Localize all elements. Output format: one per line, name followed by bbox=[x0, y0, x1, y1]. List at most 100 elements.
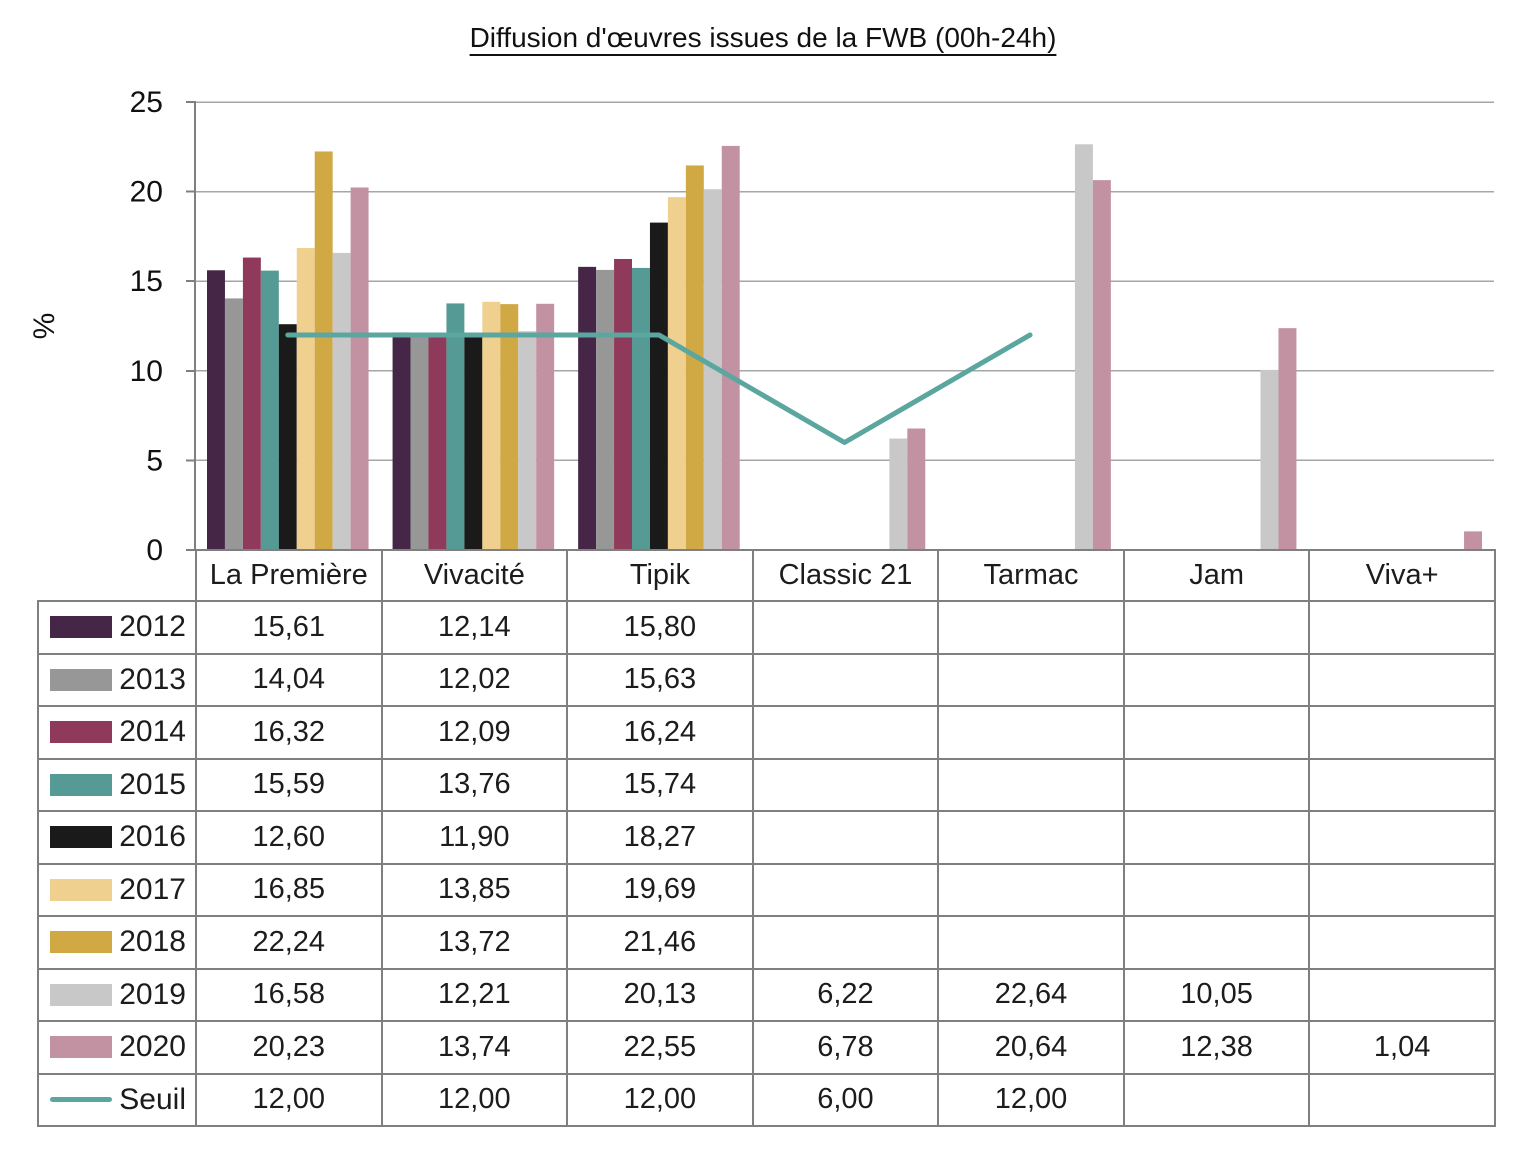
bar-2017-vivacit bbox=[482, 301, 501, 550]
value-cell-2016-tarmac bbox=[937, 810, 1125, 865]
legend-entry: 2014 bbox=[40, 715, 194, 749]
table-row-2013: 2013 14,04 12,02 15,63 bbox=[37, 652, 1496, 707]
value-cell-2015-tarmac bbox=[937, 757, 1125, 812]
value-cell-2013-tipik: 15,63 bbox=[566, 652, 754, 707]
table-row-2018: 2018 22,24 13,72 21,46 bbox=[37, 915, 1496, 970]
legend-cell-2016: 2016 bbox=[37, 810, 197, 865]
value-cell-2015-viva+ bbox=[1308, 757, 1496, 812]
legend-entry: 2013 bbox=[40, 663, 194, 697]
value-cell-2015-classic-21 bbox=[751, 757, 940, 812]
header-cell-classic-21: Classic 21 bbox=[751, 549, 940, 602]
legend-entry: 2015 bbox=[40, 768, 194, 802]
table-row-2016: 2016 12,60 11,90 18,27 bbox=[37, 810, 1496, 865]
value-cell-2014-viva+ bbox=[1308, 705, 1496, 760]
legend-cell-seuil: Seuil bbox=[37, 1072, 197, 1127]
chart-title: Diffusion d'œuvres issues de la FWB (00h… bbox=[469, 22, 1057, 53]
value-cell-2019-jam: 10,05 bbox=[1122, 967, 1311, 1022]
legend-color-swatch bbox=[50, 773, 112, 796]
value-cell-seuil-tarmac: 12,00 bbox=[937, 1072, 1125, 1127]
bar-2015-la-premi-re bbox=[260, 270, 279, 550]
value-cell-2020-tarmac: 20,64 bbox=[937, 1020, 1125, 1075]
bar-2020-tipik bbox=[721, 145, 740, 551]
value-cell-2017-classic-21 bbox=[751, 862, 940, 917]
legend-entry: 2017 bbox=[40, 873, 194, 907]
bar-2020-viva+ bbox=[1464, 531, 1482, 550]
value-cell-2012-classic-21 bbox=[751, 600, 940, 655]
table-row-2017: 2017 16,85 13,85 19,69 bbox=[37, 862, 1496, 917]
bar-2018-la-premi-re bbox=[314, 151, 333, 550]
bar-2020-jam bbox=[1278, 328, 1297, 550]
legend-cell-2018: 2018 bbox=[37, 915, 197, 970]
legend-color-swatch bbox=[50, 616, 112, 639]
y-tick-label-25: 25 bbox=[130, 86, 163, 119]
value-cell-2014-classic-21 bbox=[751, 705, 940, 760]
value-cell-2012-la-premi-re: 15,61 bbox=[195, 600, 383, 655]
value-cell-2014-jam bbox=[1122, 705, 1311, 760]
value-cell-2019-vivacit: 12,21 bbox=[380, 967, 569, 1022]
table-row-2019: 2019 16,58 12,21 20,13 6,22 22,64 10,05 bbox=[37, 967, 1496, 1022]
value-cell-seuil-viva+ bbox=[1308, 1072, 1496, 1127]
legend-label: 2018 bbox=[119, 925, 186, 959]
legend-line-swatch bbox=[50, 1097, 112, 1103]
value-cell-2015-jam bbox=[1122, 757, 1311, 812]
value-cell-2016-jam bbox=[1122, 810, 1311, 865]
legend-color-swatch bbox=[50, 668, 112, 691]
header-cell-la-premi-re: La Première bbox=[195, 549, 383, 602]
bar-2015-vivacit bbox=[446, 303, 465, 550]
value-cell-2020-classic-21: 6,78 bbox=[751, 1020, 940, 1075]
legend-entry: 2016 bbox=[40, 820, 194, 854]
legend-color-swatch bbox=[50, 983, 112, 1006]
table-row-2020: 2020 20,23 13,74 22,55 6,78 20,64 12,38 1,04 bbox=[37, 1020, 1496, 1075]
value-cell-2012-tarmac bbox=[937, 600, 1125, 655]
header-cell-tarmac: Tarmac bbox=[937, 549, 1125, 602]
y-tick-label-15: 15 bbox=[130, 265, 163, 298]
bar-2013-vivacit bbox=[410, 334, 429, 550]
value-cell-2014-vivacit: 12,09 bbox=[380, 705, 569, 760]
value-cell-2012-tipik: 15,80 bbox=[566, 600, 754, 655]
value-cell-2013-vivacit: 12,02 bbox=[380, 652, 569, 707]
value-cell-2019-viva+ bbox=[1308, 967, 1496, 1022]
value-cell-2016-tipik: 18,27 bbox=[566, 810, 754, 865]
value-cell-2020-jam: 12,38 bbox=[1122, 1020, 1311, 1075]
value-cell-2017-vivacit: 13,85 bbox=[380, 862, 569, 917]
y-tick-label-20: 20 bbox=[130, 176, 163, 209]
bar-2014-tipik bbox=[614, 258, 632, 550]
bar-2020-vivacit bbox=[536, 303, 555, 550]
bar-2012-tipik bbox=[578, 266, 597, 550]
header-cell-vivacit: Vivacité bbox=[380, 549, 569, 602]
bar-2012-la-premi-re bbox=[207, 270, 225, 550]
value-cell-2013-viva+ bbox=[1308, 652, 1496, 707]
value-cell-2012-viva+ bbox=[1308, 600, 1496, 655]
value-cell-2017-jam bbox=[1122, 862, 1311, 917]
value-cell-2015-vivacit: 13,76 bbox=[380, 757, 569, 812]
value-cell-2016-vivacit: 11,90 bbox=[380, 810, 569, 865]
table-row-2015: 2015 15,59 13,76 15,74 bbox=[37, 757, 1496, 812]
bar-2019-la-premi-re bbox=[332, 252, 351, 550]
table-header-row: La Première Vivacité Tipik Classic 21 Tarmac… bbox=[38, 549, 1496, 602]
value-cell-2013-jam bbox=[1122, 652, 1311, 707]
legend-label: 2014 bbox=[119, 715, 186, 749]
legend-cell-2017: 2017 bbox=[37, 862, 197, 917]
value-cell-2020-tipik: 22,55 bbox=[566, 1020, 754, 1075]
legend-color-swatch bbox=[50, 878, 112, 901]
bar-2017-tipik bbox=[667, 197, 686, 550]
value-cell-seuil-classic-21: 6,00 bbox=[751, 1072, 940, 1127]
legend-label: Seuil bbox=[119, 1082, 186, 1116]
bar-2019-tipik bbox=[703, 189, 722, 551]
value-cell-2020-la-premi-re: 20,23 bbox=[195, 1020, 383, 1075]
legend-label: 2012 bbox=[119, 610, 186, 644]
bar-2013-la-premi-re bbox=[224, 298, 243, 550]
value-cell-2013-tarmac bbox=[937, 652, 1125, 707]
value-cell-seuil-vivacit: 12,00 bbox=[380, 1072, 569, 1127]
legend-cell-2020: 2020 bbox=[37, 1020, 197, 1075]
bar-2016-tipik bbox=[649, 222, 668, 550]
legend-color-swatch bbox=[50, 1036, 112, 1059]
value-cell-2017-viva+ bbox=[1308, 862, 1496, 917]
header-cell-jam: Jam bbox=[1122, 549, 1311, 602]
value-cell-2014-la-premi-re: 16,32 bbox=[195, 705, 383, 760]
value-cell-2018-tipik: 21,46 bbox=[566, 915, 754, 970]
value-cell-2016-classic-21 bbox=[751, 810, 940, 865]
legend-label: 2016 bbox=[119, 820, 186, 854]
legend-color-swatch bbox=[50, 721, 112, 744]
